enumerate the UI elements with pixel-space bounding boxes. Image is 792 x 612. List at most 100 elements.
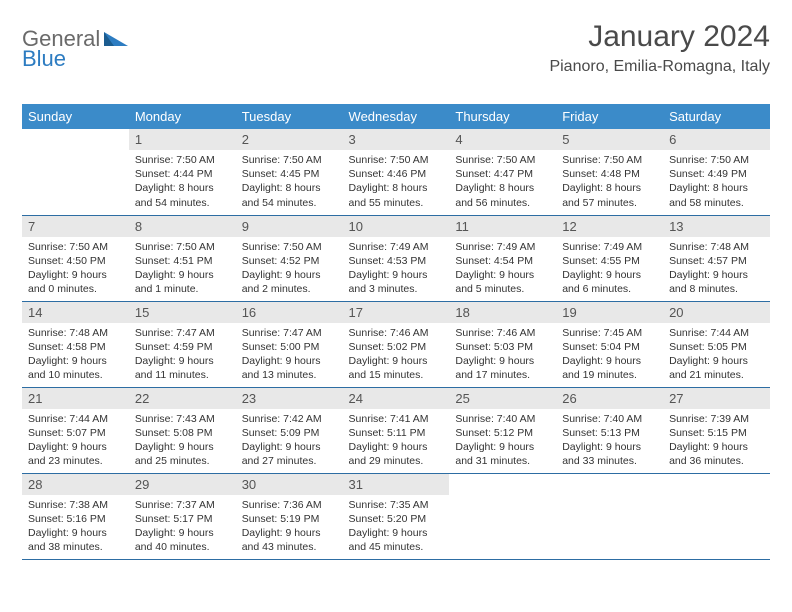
day-details: Sunrise: 7:45 AMSunset: 5:04 PMDaylight:… [556,323,663,387]
day-number: 22 [129,388,236,409]
day-cell [22,129,129,215]
day-number [556,474,663,480]
brand-part2: Blue [22,46,66,71]
day-details: Sunrise: 7:47 AMSunset: 4:59 PMDaylight:… [129,323,236,387]
day-number: 29 [129,474,236,495]
day-number: 26 [556,388,663,409]
day-cell: 5Sunrise: 7:50 AMSunset: 4:48 PMDaylight… [556,129,663,215]
table-row: 7Sunrise: 7:50 AMSunset: 4:50 PMDaylight… [22,215,770,301]
day-cell: 23Sunrise: 7:42 AMSunset: 5:09 PMDayligh… [236,387,343,473]
table-row: 1Sunrise: 7:50 AMSunset: 4:44 PMDaylight… [22,129,770,215]
day-number: 28 [22,474,129,495]
day-cell: 30Sunrise: 7:36 AMSunset: 5:19 PMDayligh… [236,473,343,559]
day-cell: 13Sunrise: 7:48 AMSunset: 4:57 PMDayligh… [663,215,770,301]
weekday-header: Wednesday [343,104,450,129]
day-details: Sunrise: 7:44 AMSunset: 5:07 PMDaylight:… [22,409,129,473]
day-cell: 8Sunrise: 7:50 AMSunset: 4:51 PMDaylight… [129,215,236,301]
calendar-table: SundayMondayTuesdayWednesdayThursdayFrid… [22,104,770,560]
day-cell: 27Sunrise: 7:39 AMSunset: 5:15 PMDayligh… [663,387,770,473]
day-details: Sunrise: 7:38 AMSunset: 5:16 PMDaylight:… [22,495,129,559]
day-number: 24 [343,388,450,409]
day-number [663,474,770,480]
day-number: 12 [556,216,663,237]
day-cell: 31Sunrise: 7:35 AMSunset: 5:20 PMDayligh… [343,473,450,559]
day-details: Sunrise: 7:50 AMSunset: 4:45 PMDaylight:… [236,150,343,214]
day-cell: 12Sunrise: 7:49 AMSunset: 4:55 PMDayligh… [556,215,663,301]
day-number: 3 [343,129,450,150]
title-block: January 2024 Pianoro, Emilia-Romagna, It… [549,20,770,76]
day-number: 13 [663,216,770,237]
day-details: Sunrise: 7:36 AMSunset: 5:19 PMDaylight:… [236,495,343,559]
day-cell: 21Sunrise: 7:44 AMSunset: 5:07 PMDayligh… [22,387,129,473]
day-number: 16 [236,302,343,323]
day-cell [663,473,770,559]
day-number: 14 [22,302,129,323]
day-number: 6 [663,129,770,150]
day-number: 10 [343,216,450,237]
day-cell: 1Sunrise: 7:50 AMSunset: 4:44 PMDaylight… [129,129,236,215]
header: General January 2024 Pianoro, Emilia-Rom… [22,20,770,76]
day-details: Sunrise: 7:47 AMSunset: 5:00 PMDaylight:… [236,323,343,387]
day-cell: 18Sunrise: 7:46 AMSunset: 5:03 PMDayligh… [449,301,556,387]
month-title: January 2024 [549,20,770,54]
day-number: 8 [129,216,236,237]
day-number: 20 [663,302,770,323]
day-details: Sunrise: 7:35 AMSunset: 5:20 PMDaylight:… [343,495,450,559]
day-cell: 26Sunrise: 7:40 AMSunset: 5:13 PMDayligh… [556,387,663,473]
day-cell: 15Sunrise: 7:47 AMSunset: 4:59 PMDayligh… [129,301,236,387]
day-cell: 17Sunrise: 7:46 AMSunset: 5:02 PMDayligh… [343,301,450,387]
day-number [22,129,129,135]
table-row: 21Sunrise: 7:44 AMSunset: 5:07 PMDayligh… [22,387,770,473]
weekday-header: Thursday [449,104,556,129]
weekday-header: Sunday [22,104,129,129]
table-row: 28Sunrise: 7:38 AMSunset: 5:16 PMDayligh… [22,473,770,559]
day-number: 7 [22,216,129,237]
day-number: 17 [343,302,450,323]
day-cell: 25Sunrise: 7:40 AMSunset: 5:12 PMDayligh… [449,387,556,473]
day-cell: 7Sunrise: 7:50 AMSunset: 4:50 PMDaylight… [22,215,129,301]
brand-part2-wrap: Blue [22,46,66,72]
day-cell: 3Sunrise: 7:50 AMSunset: 4:46 PMDaylight… [343,129,450,215]
day-number: 9 [236,216,343,237]
day-cell: 19Sunrise: 7:45 AMSunset: 5:04 PMDayligh… [556,301,663,387]
day-number: 25 [449,388,556,409]
day-cell: 20Sunrise: 7:44 AMSunset: 5:05 PMDayligh… [663,301,770,387]
day-details: Sunrise: 7:43 AMSunset: 5:08 PMDaylight:… [129,409,236,473]
day-details: Sunrise: 7:49 AMSunset: 4:55 PMDaylight:… [556,237,663,301]
day-details: Sunrise: 7:41 AMSunset: 5:11 PMDaylight:… [343,409,450,473]
day-number: 15 [129,302,236,323]
day-details: Sunrise: 7:39 AMSunset: 5:15 PMDaylight:… [663,409,770,473]
weekday-header: Saturday [663,104,770,129]
day-details: Sunrise: 7:46 AMSunset: 5:03 PMDaylight:… [449,323,556,387]
day-details: Sunrise: 7:50 AMSunset: 4:44 PMDaylight:… [129,150,236,214]
day-number: 31 [343,474,450,495]
day-number: 11 [449,216,556,237]
weekday-row: SundayMondayTuesdayWednesdayThursdayFrid… [22,104,770,129]
day-details: Sunrise: 7:50 AMSunset: 4:48 PMDaylight:… [556,150,663,214]
day-number: 27 [663,388,770,409]
table-row: 14Sunrise: 7:48 AMSunset: 4:58 PMDayligh… [22,301,770,387]
day-cell: 16Sunrise: 7:47 AMSunset: 5:00 PMDayligh… [236,301,343,387]
day-details: Sunrise: 7:49 AMSunset: 4:54 PMDaylight:… [449,237,556,301]
day-details: Sunrise: 7:46 AMSunset: 5:02 PMDaylight:… [343,323,450,387]
day-number: 21 [22,388,129,409]
day-cell: 29Sunrise: 7:37 AMSunset: 5:17 PMDayligh… [129,473,236,559]
day-cell: 4Sunrise: 7:50 AMSunset: 4:47 PMDaylight… [449,129,556,215]
day-details: Sunrise: 7:49 AMSunset: 4:53 PMDaylight:… [343,237,450,301]
day-cell [449,473,556,559]
day-number: 4 [449,129,556,150]
day-number: 5 [556,129,663,150]
day-cell: 11Sunrise: 7:49 AMSunset: 4:54 PMDayligh… [449,215,556,301]
weekday-header: Friday [556,104,663,129]
day-details: Sunrise: 7:50 AMSunset: 4:49 PMDaylight:… [663,150,770,214]
day-details: Sunrise: 7:50 AMSunset: 4:51 PMDaylight:… [129,237,236,301]
day-number [449,474,556,480]
day-cell: 24Sunrise: 7:41 AMSunset: 5:11 PMDayligh… [343,387,450,473]
day-number: 30 [236,474,343,495]
day-number: 23 [236,388,343,409]
calendar-body: 1Sunrise: 7:50 AMSunset: 4:44 PMDaylight… [22,129,770,559]
day-details: Sunrise: 7:40 AMSunset: 5:13 PMDaylight:… [556,409,663,473]
day-details: Sunrise: 7:48 AMSunset: 4:57 PMDaylight:… [663,237,770,301]
day-cell: 10Sunrise: 7:49 AMSunset: 4:53 PMDayligh… [343,215,450,301]
day-details: Sunrise: 7:50 AMSunset: 4:50 PMDaylight:… [22,237,129,301]
